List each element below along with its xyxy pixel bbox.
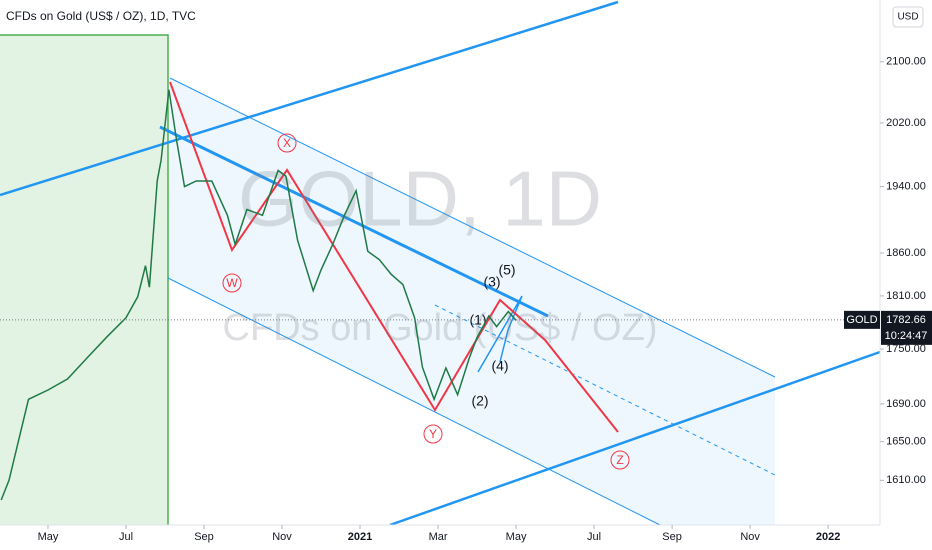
y-tick-label: 1650.00 [886, 436, 926, 448]
y-tick-label: 2100.00 [886, 56, 926, 68]
y-tick-label: 1940.00 [886, 181, 926, 193]
symbol-tag [844, 310, 880, 329]
chart-title: CFDs on Gold (US$ / OZ), 1D, TVC [6, 9, 196, 23]
price-axis [880, 0, 932, 550]
wave-label: (5) [498, 262, 515, 278]
symbol-label: GOLD [846, 314, 877, 326]
trendline [0, 0, 619, 197]
currency-button[interactable] [892, 6, 924, 28]
x-tick-label: May [506, 531, 527, 543]
x-tick-label: 2022 [816, 531, 840, 543]
time-axis [0, 525, 932, 550]
x-tick-label: May [38, 531, 59, 543]
trendline [159, 125, 549, 318]
currency[interactable]: USD [897, 12, 918, 23]
y-tick-label: 1610.00 [886, 474, 926, 486]
wave-label: X [283, 136, 291, 150]
x-tick-label: Sep [194, 531, 214, 543]
wave-label: Y [429, 427, 437, 441]
range-box-edge [0, 34, 169, 525]
wave-marker [277, 133, 297, 153]
watermark-subtitle: CFDs on Gold (US$ / OZ) [223, 307, 658, 349]
price-tag [881, 310, 932, 345]
plot: W X Y Z (1) (2) (3) (4) (5) [0, 89, 630, 501]
channel-fill [168, 78, 775, 525]
wave-label: W [226, 276, 238, 290]
y-tick-label: 1810.00 [886, 290, 926, 302]
wave-marker [222, 273, 242, 293]
trendline [389, 350, 881, 527]
x-tick-label: Sep [662, 531, 682, 543]
x-tick-label: Mar [429, 531, 448, 543]
drawings [0, 0, 881, 527]
wave-marker [423, 424, 443, 444]
y-tick-label: 1750.00 [886, 343, 926, 355]
wave-label: (3) [483, 274, 500, 290]
x-tick-label: Nov [272, 531, 292, 543]
wave-label: (2) [471, 393, 488, 409]
y-tick-label: 1860.00 [886, 247, 926, 259]
wave-marker [610, 450, 630, 470]
x-tick-label: Jul [119, 531, 133, 543]
countdown: 10:24:47 [885, 330, 928, 342]
wave-label: Z [616, 453, 623, 467]
x-tick-label: Nov [740, 531, 760, 543]
x-tick-label: Jul [587, 531, 601, 543]
price-line [0, 89, 517, 501]
wave-label: (1) [469, 312, 486, 328]
wave-path [169, 81, 619, 433]
range-box [0, 35, 168, 525]
channel-upper [169, 77, 776, 378]
wave-label: (4) [491, 358, 508, 374]
y-tick-label: 2020.00 [886, 117, 926, 129]
y-tick-label: 1690.00 [886, 398, 926, 410]
channel-lower [167, 277, 661, 526]
x-tick-label: 2021 [348, 531, 372, 543]
last-price-label: 1782.66 [886, 314, 926, 326]
watermark: GOLD, 1D [238, 155, 602, 243]
